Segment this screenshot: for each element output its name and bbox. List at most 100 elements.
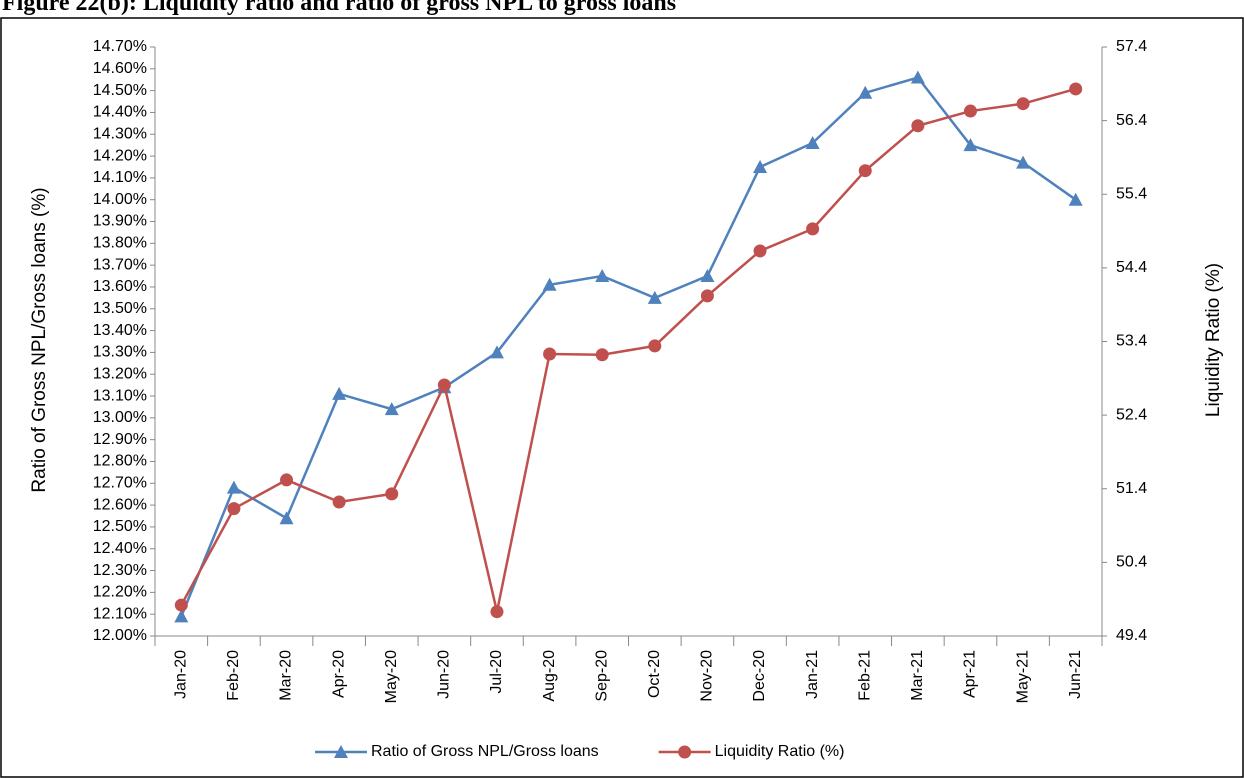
x-tick-label: Nov-20 <box>699 650 716 702</box>
y-tick-label: 14.40% <box>93 104 147 121</box>
y-tick-label: 13.10% <box>93 387 147 404</box>
legend-label: Liquidity Ratio (%) <box>715 743 845 760</box>
y-tick-label: 13.70% <box>93 256 147 273</box>
x-tick-label: Dec-20 <box>751 650 768 702</box>
y-tick-label: 12.90% <box>93 431 147 448</box>
y2-tick-label: 49.4 <box>1116 627 1147 644</box>
data-point <box>332 495 346 509</box>
data-point <box>963 138 978 152</box>
chart-title: Figure 22(b): Liquidity ratio and ratio … <box>2 0 676 16</box>
data-point <box>279 511 294 525</box>
x-tick-label: May-21 <box>1014 650 1031 703</box>
y-tick-label: 12.60% <box>93 496 147 513</box>
data-point <box>911 119 925 133</box>
x-tick-label: Feb-20 <box>225 650 242 701</box>
y-tick-label: 12.50% <box>93 518 147 535</box>
data-point <box>700 289 714 303</box>
y-tick-label: 14.30% <box>93 125 147 142</box>
y-tick-label: 13.00% <box>93 409 147 426</box>
data-point <box>647 290 662 304</box>
x-tick-label: Mar-20 <box>278 650 295 701</box>
data-point <box>384 402 399 416</box>
legend-marker <box>678 745 692 759</box>
y-tick-label: 12.00% <box>93 627 147 644</box>
y-tick-label: 14.50% <box>93 82 147 99</box>
data-point <box>543 347 557 361</box>
y-tick-label: 13.40% <box>93 322 147 339</box>
y2-tick-label: 51.4 <box>1116 480 1147 497</box>
data-point <box>595 269 610 283</box>
y-tick-label: 14.00% <box>93 191 147 208</box>
data-point <box>490 605 504 619</box>
data-point <box>858 164 872 178</box>
x-tick-label: Jan-20 <box>173 650 190 699</box>
series-line <box>180 87 1077 612</box>
y-tick-label: 12.20% <box>93 584 147 601</box>
y-tick-label: 13.60% <box>93 278 147 295</box>
y-tick-label: 14.70% <box>93 38 147 55</box>
y2-tick-label: 52.4 <box>1116 406 1147 423</box>
y-tick-label: 14.10% <box>93 169 147 186</box>
data-point <box>858 85 873 99</box>
data-point <box>963 104 977 118</box>
x-tick-label: Aug-20 <box>541 650 558 702</box>
data-point <box>910 70 925 84</box>
y-tick-label: 12.80% <box>93 453 147 470</box>
y2-tick-label: 56.4 <box>1116 112 1147 129</box>
y2-axis-title: Liquidity Ratio (%) <box>1203 263 1224 417</box>
x-tick-label: Jan-21 <box>804 650 821 699</box>
data-point <box>700 269 715 283</box>
y-tick-label: 12.30% <box>93 562 147 579</box>
data-point <box>648 339 662 353</box>
y-tick-label: 13.20% <box>93 365 147 382</box>
y-tick-label: 14.20% <box>93 147 147 164</box>
data-point <box>753 159 768 173</box>
data-point <box>1068 192 1083 206</box>
data-point <box>227 502 241 516</box>
y-tick-label: 13.50% <box>93 300 147 317</box>
data-point <box>280 473 294 487</box>
data-point <box>1016 155 1031 169</box>
legend-marker <box>334 745 348 758</box>
data-point <box>437 378 451 392</box>
y2-tick-label: 50.4 <box>1116 554 1147 571</box>
legend-label: Ratio of Gross NPL/Gross loans <box>371 743 599 760</box>
x-tick-label: May-20 <box>383 650 400 703</box>
y2-tick-label: 53.4 <box>1116 333 1147 350</box>
y2-tick-label: 54.4 <box>1116 259 1147 276</box>
x-tick-label: Jun-21 <box>1067 650 1084 699</box>
data-point <box>806 222 820 236</box>
data-point <box>805 135 820 149</box>
y-tick-label: 12.70% <box>93 475 147 492</box>
x-tick-label: Sep-20 <box>593 650 610 702</box>
x-tick-label: Oct-20 <box>646 650 663 698</box>
data-point <box>174 609 189 623</box>
data-point <box>542 277 557 291</box>
x-tick-label: Jul-20 <box>488 650 505 694</box>
data-point <box>595 348 609 362</box>
data-point <box>1069 82 1083 96</box>
series-line <box>180 76 1077 617</box>
y-tick-label: 14.60% <box>93 60 147 77</box>
x-tick-label: Apr-21 <box>962 650 979 698</box>
data-point <box>753 244 767 258</box>
data-point <box>332 386 347 400</box>
y2-tick-label: 55.4 <box>1116 185 1147 202</box>
y-axis-title: Ratio of Gross NPL/Gross loans (%) <box>29 187 50 492</box>
x-tick-label: Apr-20 <box>330 650 347 698</box>
x-tick-label: Feb-21 <box>856 650 873 701</box>
data-point <box>489 345 504 359</box>
data-point <box>1016 97 1030 111</box>
y-tick-label: 12.40% <box>93 540 147 557</box>
y-tick-label: 12.10% <box>93 605 147 622</box>
data-point <box>226 480 241 494</box>
data-point <box>385 487 399 501</box>
data-point <box>174 598 188 612</box>
y-tick-label: 13.80% <box>93 235 147 252</box>
chart-border <box>0 17 1244 778</box>
x-tick-label: Mar-21 <box>909 650 926 701</box>
y-tick-label: 13.30% <box>93 344 147 361</box>
y2-tick-label: 57.4 <box>1116 38 1147 55</box>
